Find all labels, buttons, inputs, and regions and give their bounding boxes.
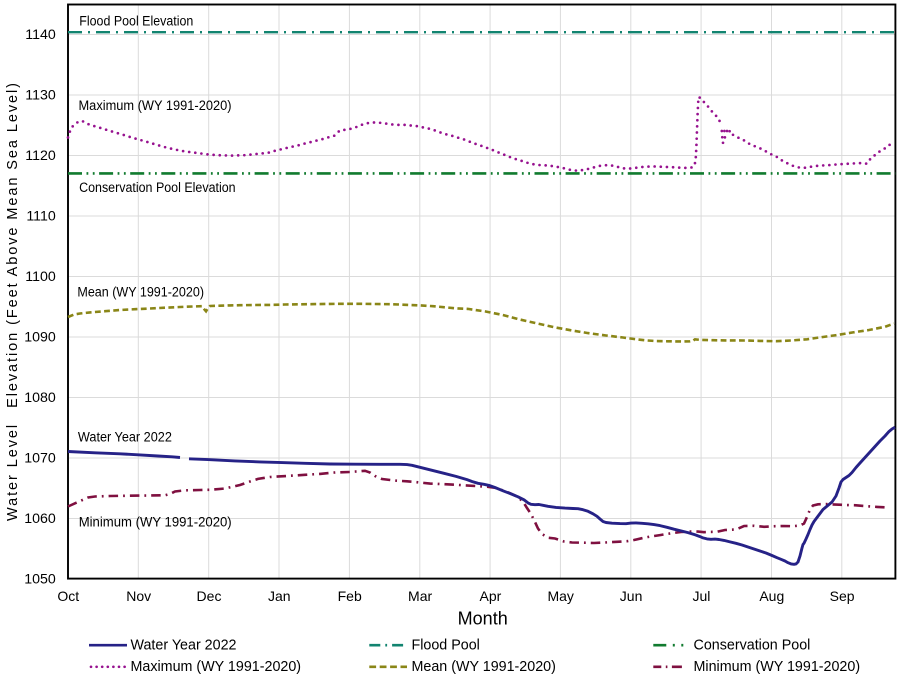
svg-text:1070: 1070 (24, 451, 56, 467)
svg-text:1140: 1140 (25, 27, 56, 43)
svg-text:Flood Pool: Flood Pool (412, 637, 480, 653)
svg-text:Maximum (WY 1991-2020): Maximum (WY 1991-2020) (131, 659, 302, 674)
svg-text:Conservation Pool Elevation: Conservation Pool Elevation (79, 180, 236, 195)
svg-text:1090: 1090 (24, 330, 56, 346)
svg-text:Mar: Mar (408, 588, 432, 604)
svg-text:1050: 1050 (24, 572, 56, 588)
svg-text:Mean (WY 1991-2020): Mean (WY 1991-2020) (77, 285, 204, 300)
svg-text:Minimum (WY 1991-2020): Minimum (WY 1991-2020) (79, 515, 232, 530)
svg-text:Apr: Apr (480, 588, 502, 604)
svg-text:Mean (WY 1991-2020): Mean (WY 1991-2020) (412, 659, 556, 674)
svg-text:Water Year 2022: Water Year 2022 (78, 430, 172, 445)
svg-text:Dec: Dec (197, 588, 222, 604)
svg-text:Minimum (WY 1991-2020): Minimum (WY 1991-2020) (694, 659, 861, 674)
svg-text:Sep: Sep (830, 588, 855, 604)
svg-text:Oct: Oct (57, 588, 79, 604)
svg-text:Water Level Elevation (Feet A: Water Level Elevation (Feet Above Mean S… (5, 83, 21, 521)
svg-text:Conservation Pool: Conservation Pool (694, 637, 811, 653)
svg-text:Flood Pool Elevation: Flood Pool Elevation (79, 13, 193, 28)
svg-text:1130: 1130 (25, 88, 56, 104)
svg-text:Jun: Jun (620, 588, 643, 604)
svg-text:Jan: Jan (268, 588, 291, 604)
svg-text:May: May (547, 588, 573, 604)
svg-text:Aug: Aug (759, 588, 784, 604)
svg-text:1100: 1100 (25, 269, 56, 285)
svg-text:Maximum (WY 1991-2020): Maximum (WY 1991-2020) (79, 98, 232, 113)
svg-text:Nov: Nov (126, 588, 151, 604)
svg-text:1060: 1060 (24, 511, 56, 527)
svg-text:1110: 1110 (26, 209, 56, 225)
svg-text:Jul: Jul (692, 588, 710, 604)
svg-text:Month: Month (458, 608, 508, 628)
svg-text:Feb: Feb (338, 588, 362, 604)
svg-text:1080: 1080 (24, 390, 56, 406)
svg-text:Water Year 2022: Water Year 2022 (131, 637, 237, 653)
svg-text:1120: 1120 (25, 148, 56, 164)
